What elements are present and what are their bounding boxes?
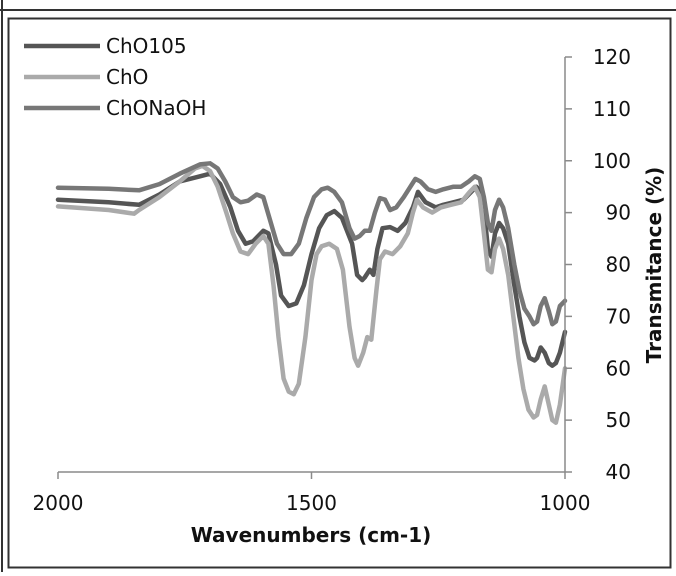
y-tick-label: 80 <box>606 253 631 277</box>
y-tick-label: 50 <box>606 408 631 432</box>
x-tick-label: 1000 <box>540 491 591 515</box>
axes-layer: 2000 1500 1000 40 50 60 70 80 90 100 110 120 <box>33 45 631 515</box>
y-axis-title: Transmitance (%) <box>642 167 666 364</box>
y-tick-label: 110 <box>593 97 631 121</box>
chart-border <box>7 17 672 569</box>
y-tick-label: 70 <box>606 304 631 328</box>
legend-label-cho105: ChO105 <box>106 34 187 58</box>
x-tick-label: 2000 <box>33 491 84 515</box>
legend-label-chonaoh: ChONaOH <box>106 96 206 120</box>
x-axis-title: Wavenumbers (cm-1) <box>191 523 432 547</box>
x-tick-label: 1500 <box>286 491 337 515</box>
y-tick-label: 90 <box>606 201 631 225</box>
plot-layer <box>55 161 568 425</box>
y-tick-label: 100 <box>593 149 631 173</box>
y-tick-label: 120 <box>593 45 631 69</box>
legend: ChO105 ChO ChONaOH <box>24 34 206 120</box>
series-line-chonaoh <box>55 161 568 327</box>
y-tick-label: 60 <box>606 356 631 380</box>
legend-label-cho: ChO <box>106 65 148 89</box>
series-line-cho105 <box>55 171 568 368</box>
y-tick-label: 40 <box>606 460 631 484</box>
series-line-cho <box>55 163 568 425</box>
